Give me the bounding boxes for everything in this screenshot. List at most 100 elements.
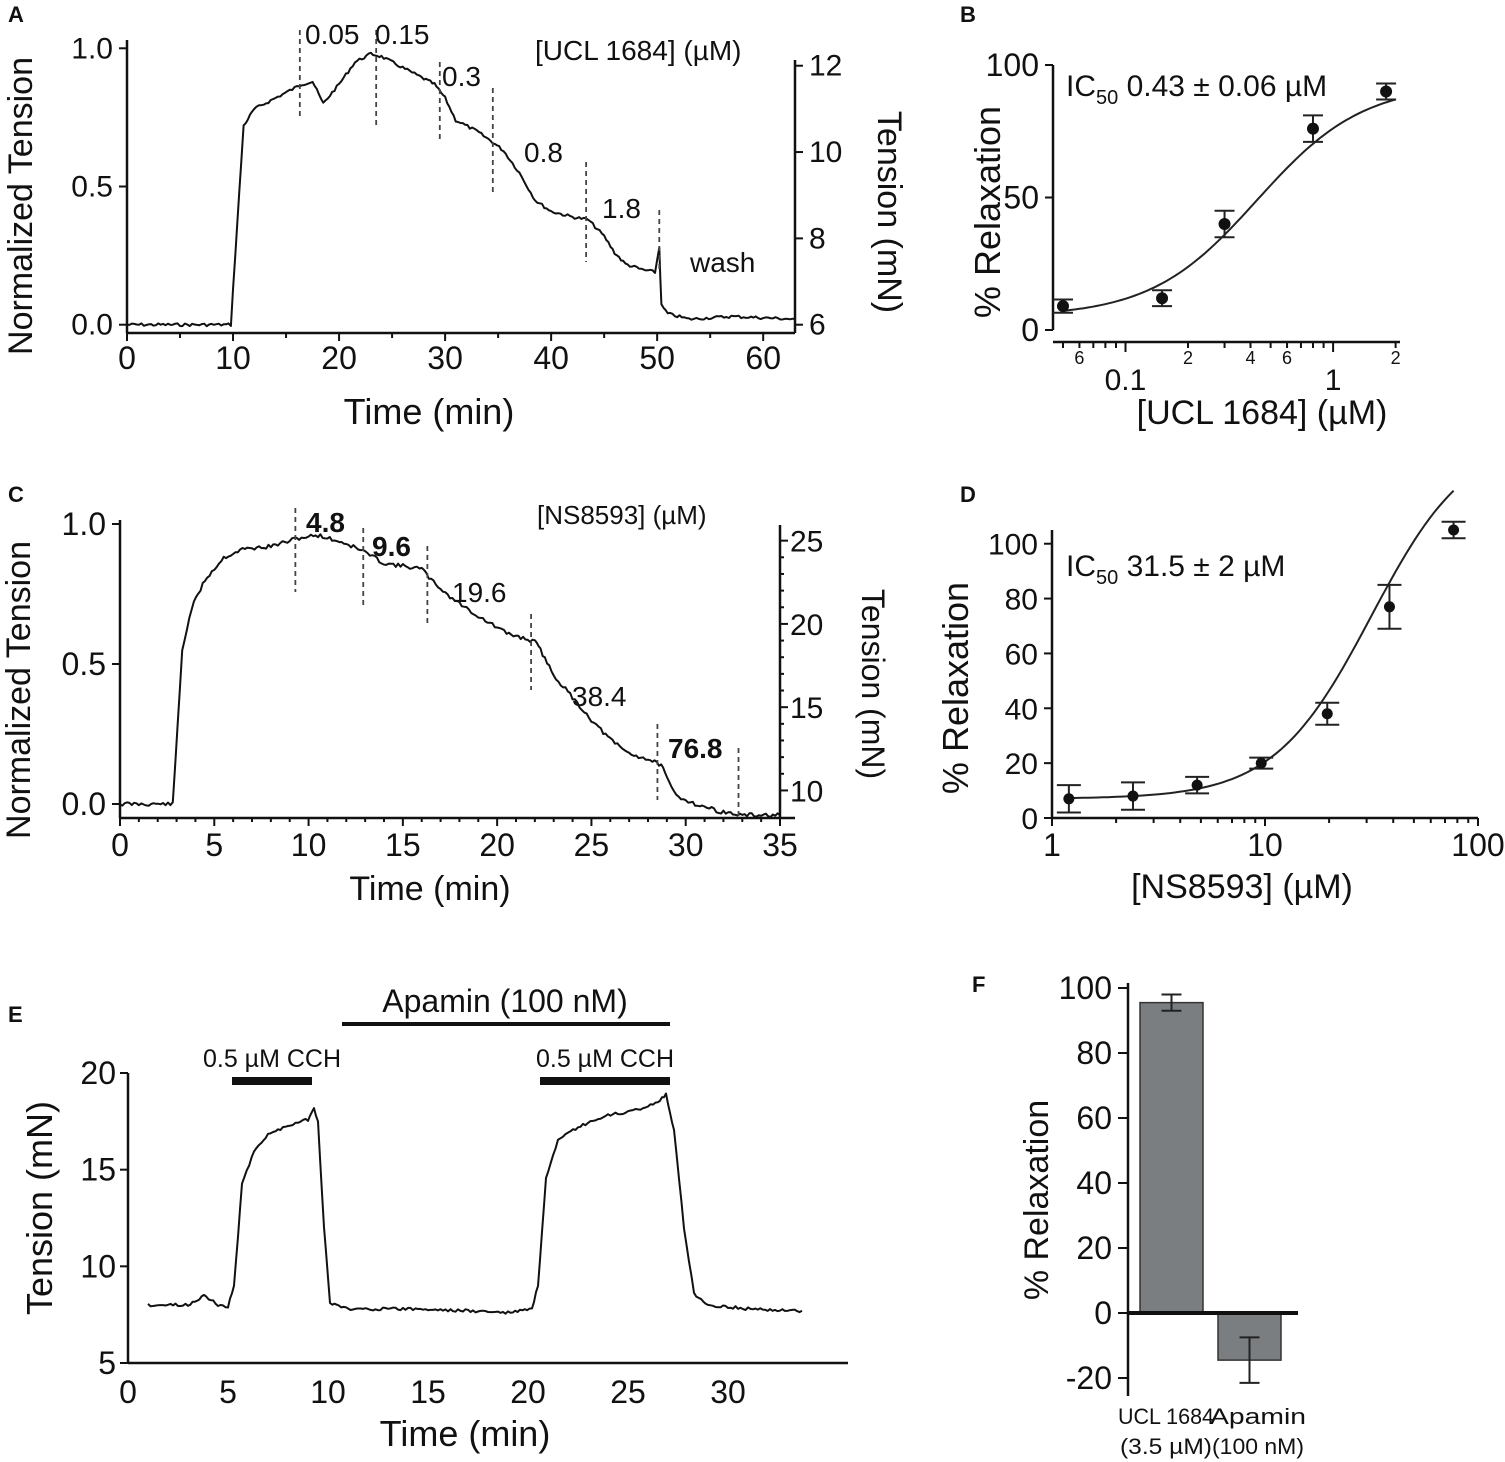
error-bar <box>1161 993 1182 1012</box>
x-tick-label: 10 <box>291 827 327 863</box>
y-axis-title: Normalized Tension <box>2 57 40 355</box>
data-point <box>1383 601 1395 613</box>
x-axis-title: Time (min) <box>349 870 510 908</box>
concentration-label: 0.8 <box>524 137 563 168</box>
ic50-label: IC <box>1066 70 1096 103</box>
panel-label-e: E <box>8 1002 23 1027</box>
y-tick-label: 60 <box>1076 1100 1112 1136</box>
x-tick-label: 20 <box>479 827 515 863</box>
data-point <box>1127 790 1139 802</box>
data-point <box>1321 708 1333 720</box>
y-tick-label: 5 <box>98 1345 116 1381</box>
x-axis-title: Time (min) <box>344 391 515 432</box>
concentration-label: 9.6 <box>372 531 411 562</box>
x-tick-label: 5 <box>205 827 223 863</box>
error-bar <box>1239 1336 1260 1384</box>
concentration-label: 38.4 <box>572 681 627 712</box>
data-point <box>1306 122 1319 135</box>
concentration-label: 1.8 <box>602 193 641 224</box>
fit-curve <box>1062 98 1396 312</box>
y2-tick-label: 6 <box>809 309 826 342</box>
y-tick-label: 10 <box>80 1248 116 1284</box>
ic50-annotation: IC50 0.43 ± 0.06 µM <box>1066 70 1327 109</box>
panel-label-f: F <box>972 972 985 997</box>
y-tick-label: 80 <box>1076 1035 1112 1071</box>
x-tick-label: 20 <box>510 1374 546 1410</box>
x-tick-label: 15 <box>410 1374 446 1410</box>
category-sublabel: (3.5 µM) <box>1120 1434 1212 1459</box>
y-tick-label: 1.0 <box>62 506 106 542</box>
panel-label-b: B <box>960 2 976 27</box>
x-tick-label: 0 <box>111 827 129 863</box>
y-tick-label: 0.5 <box>62 646 106 682</box>
concentration-title: [UCL 1684] (µM) <box>535 35 742 66</box>
x-tick-label: 40 <box>533 340 569 376</box>
x-tick-label: 10 <box>310 1374 346 1410</box>
y-axis-title: % Relaxation <box>967 106 1008 318</box>
x-tick-label: 100 <box>1451 827 1504 863</box>
y-tick-label: 20 <box>80 1055 116 1091</box>
x-tick-label: 10 <box>215 340 251 376</box>
panel-d: D 0 20 40 60 80 100 1 10 100 [NS8593] (µM) % Relaxa… <box>935 482 1505 906</box>
y-tick-label: 0.0 <box>71 309 113 342</box>
y-tick-label: 1.0 <box>71 32 113 65</box>
x-tick-label: 15 <box>385 827 421 863</box>
x-tick-label: 30 <box>427 340 463 376</box>
ic50-subscript: 50 <box>1096 87 1118 109</box>
y-tick-label: 100 <box>1059 970 1112 1006</box>
data-point <box>1156 292 1169 305</box>
category-label: UCL 1684 <box>1118 1404 1214 1429</box>
y-tick-label: 0.5 <box>71 171 113 204</box>
y-tick-label: 60 <box>1005 638 1038 671</box>
x-tick-label: 35 <box>762 827 798 863</box>
y2-tick-label: 25 <box>790 526 823 559</box>
tension-trace <box>119 533 781 818</box>
y-tick-label: 40 <box>1005 693 1038 726</box>
y-tick-label: 0.0 <box>62 786 106 822</box>
x-axis-title: [UCL 1684] (µM) <box>1137 394 1388 432</box>
y2-tick-label: 15 <box>790 692 823 725</box>
y-tick-label: 100 <box>988 529 1038 562</box>
y-axis-title: % Relaxation <box>935 582 976 794</box>
y-tick-label: 0 <box>1021 803 1038 836</box>
ic50-label: IC <box>1066 550 1096 583</box>
concentration-title: [NS8593] (µM) <box>537 500 707 530</box>
y-tick-label: 20 <box>1005 748 1038 781</box>
concentration-label: 0.05 <box>305 19 360 50</box>
data-point <box>1255 757 1267 769</box>
panel-c: C 0 5 10 15 20 25 30 35 0.0 0.5 1.0 10 15 20 25 Time (mi… <box>0 482 891 908</box>
concentration-label: 0.15 <box>375 19 430 50</box>
x-axis-title: [NS8593] (µM) <box>1131 868 1353 906</box>
y-tick-label: -20 <box>1066 1360 1112 1396</box>
panel-label-a: A <box>8 2 24 27</box>
y2-tick-label: 10 <box>790 775 823 808</box>
panel-f: F -20 0 20 40 60 80 100 % Relaxation UCL 1684 (3.5… <box>972 970 1306 1459</box>
panel-a: A 0 10 20 30 40 50 60 0.0 0.5 1.0 6 8 10 12 Time (min) N… <box>2 2 908 432</box>
data-point <box>1191 779 1203 791</box>
x-axis-title: Time (min) <box>380 1413 551 1454</box>
panel-label-d: D <box>960 482 976 507</box>
x-tick-label: 25 <box>610 1374 646 1410</box>
x-tick-label: 0.1 <box>1105 364 1147 397</box>
x-tick-label: 1 <box>1043 827 1061 863</box>
fit-curve <box>1068 490 1455 800</box>
x-tick-label: 5 <box>219 1374 237 1410</box>
ic50-value: 0.43 ± 0.06 µM <box>1118 70 1327 103</box>
y2-axis-title: Tension (mN) <box>870 111 908 313</box>
x-minor-tick-label: 6 <box>1074 348 1084 368</box>
x-tick-label: 0 <box>118 340 136 376</box>
data-point <box>1218 218 1231 230</box>
tension-trace <box>147 1092 803 1315</box>
x-tick-label: 20 <box>321 340 357 376</box>
y2-tick-label: 10 <box>809 136 842 169</box>
y-axis-title: Tension (mN) <box>19 1101 60 1315</box>
y-tick-label: 0 <box>1021 312 1039 348</box>
y-axis-title: Normalized Tension <box>0 541 38 839</box>
ic50-annotation: IC50 31.5 ± 2 µM <box>1066 550 1285 589</box>
category-label: Apamin <box>1210 1404 1306 1429</box>
concentration-label: 76.8 <box>668 733 723 764</box>
y-tick-label: 40 <box>1076 1165 1112 1201</box>
concentration-label: 4.8 <box>306 507 345 538</box>
